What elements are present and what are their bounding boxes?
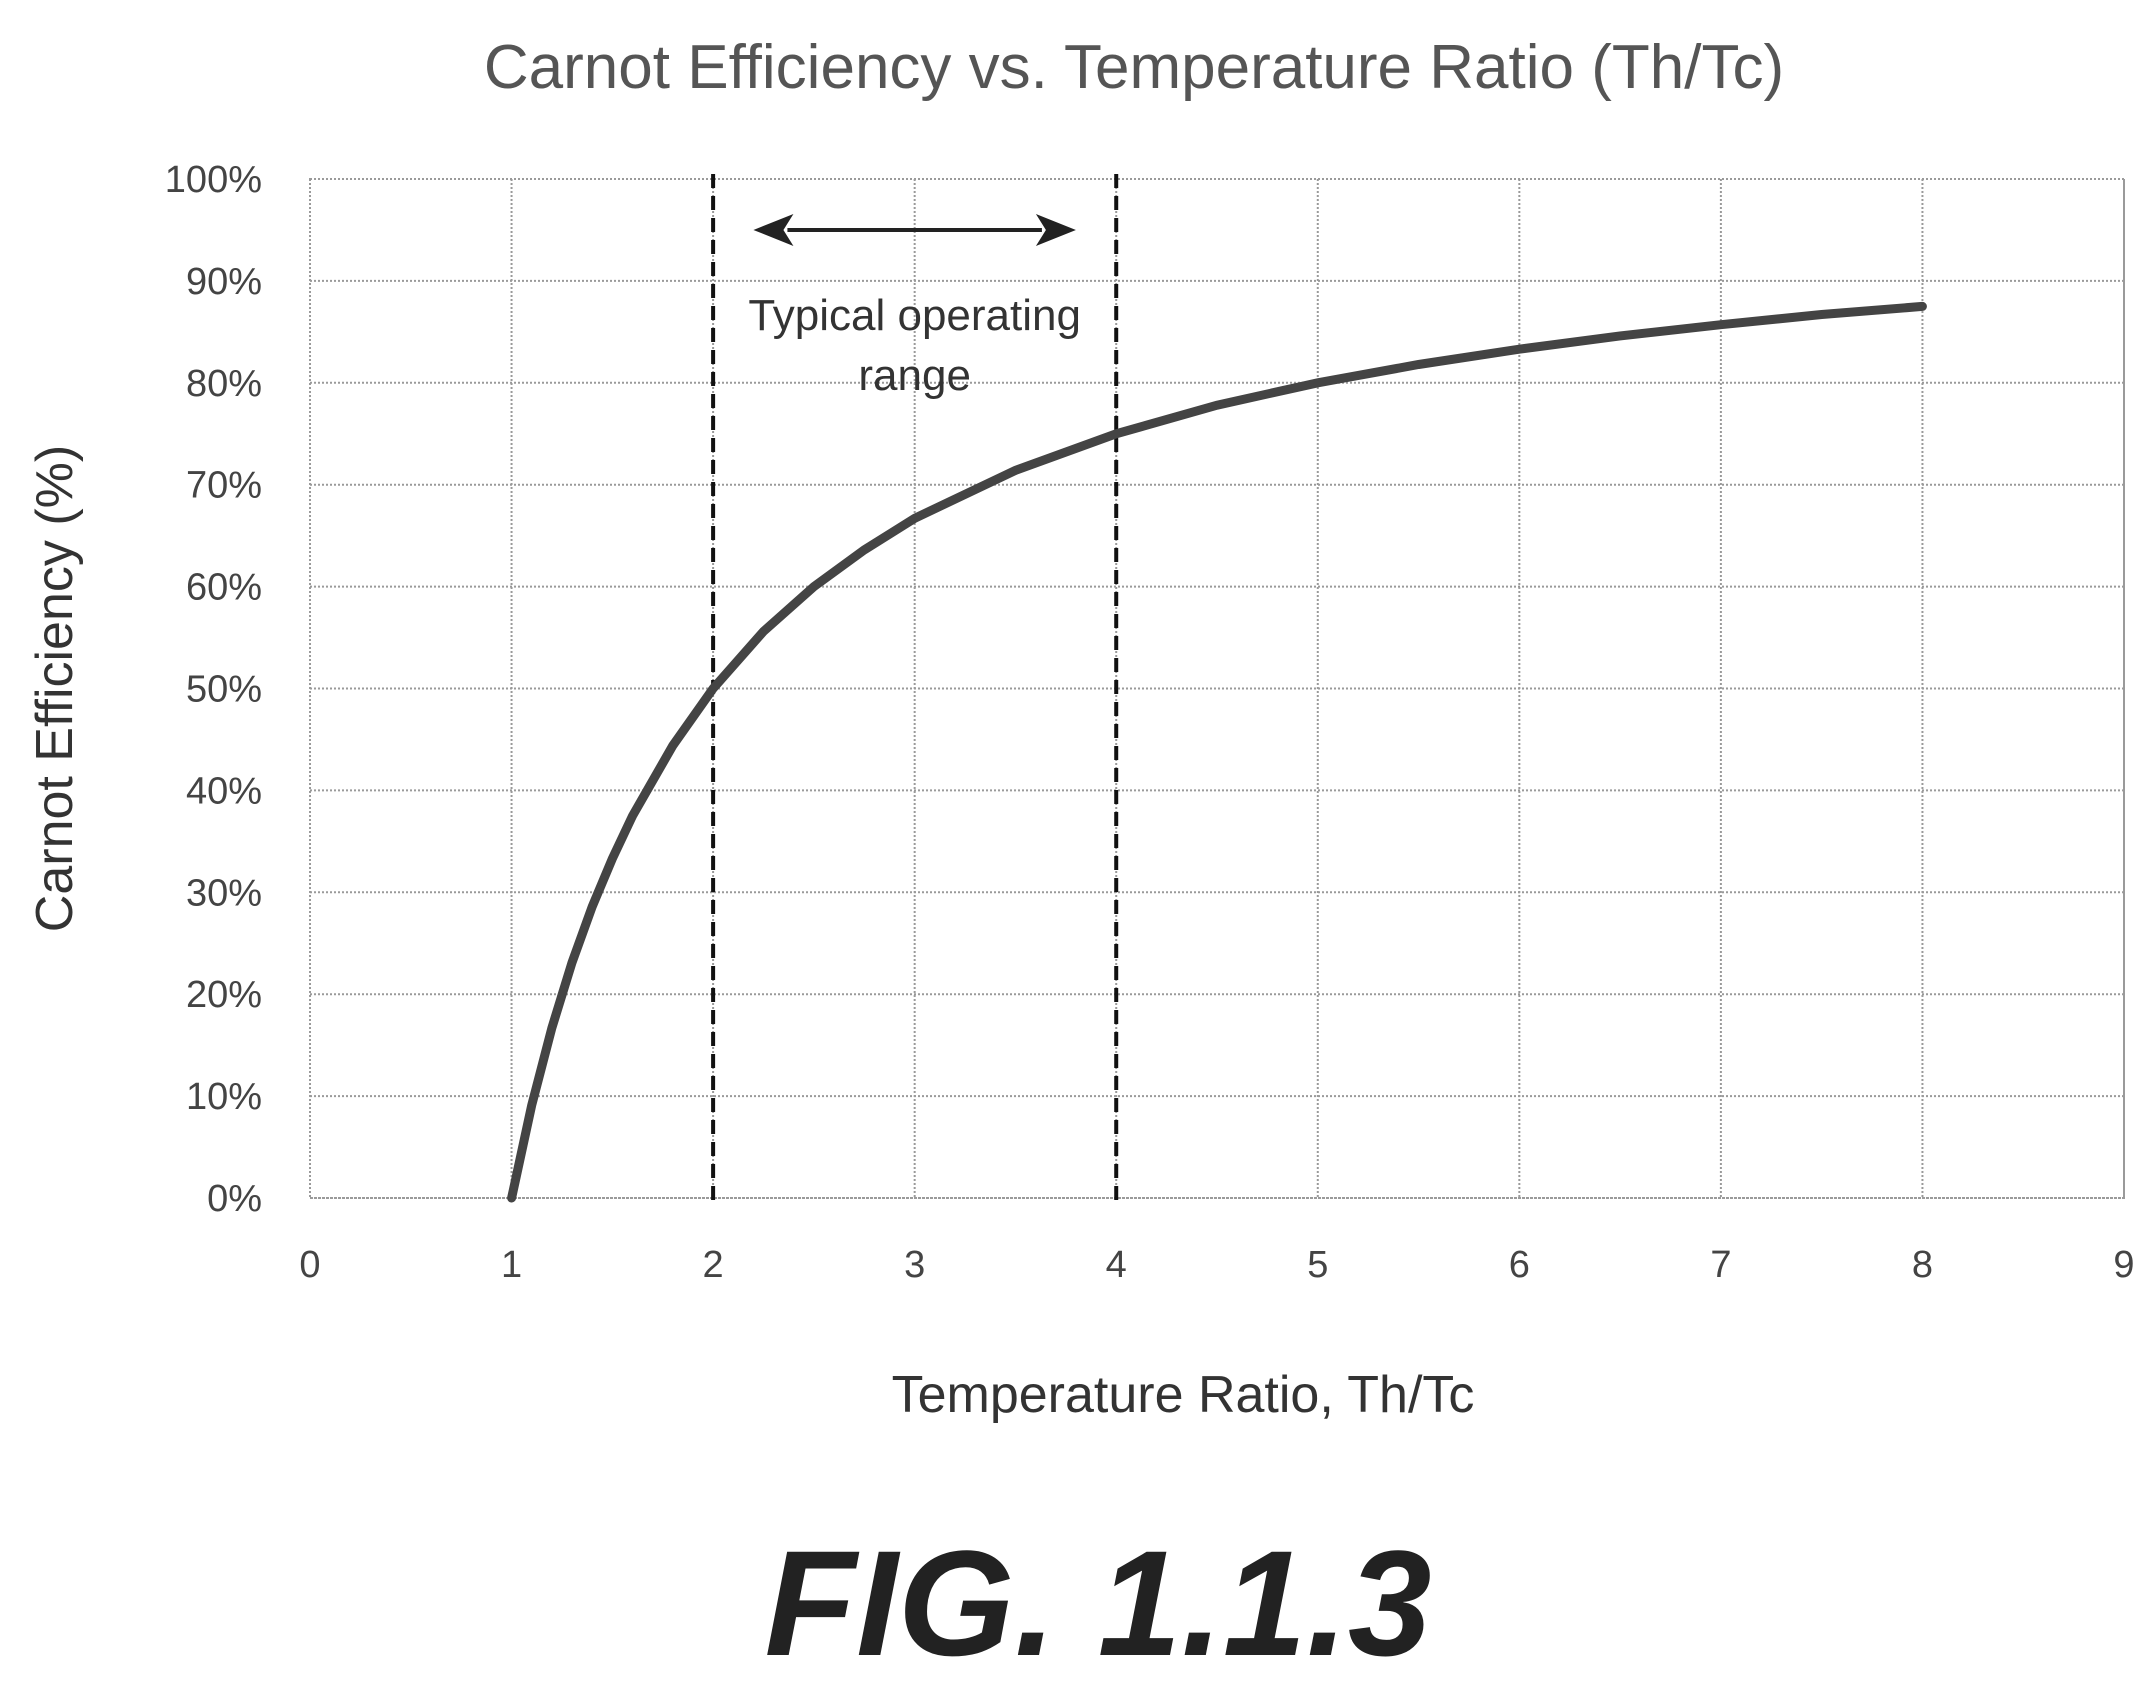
x-tick-label: 5 [1307, 1244, 1328, 1286]
x-tick-label: 9 [2113, 1244, 2134, 1286]
x-tick-label: 1 [501, 1244, 522, 1286]
y-tick-label: 70% [186, 465, 262, 507]
plot-frame [309, 178, 2125, 1199]
efficiency-curve [507, 301, 1927, 1203]
y-tick-label: 50% [186, 669, 262, 711]
chart-title: Carnot Efficiency vs. Temperature Ratio … [484, 33, 1784, 102]
x-tick-label: 0 [299, 1244, 320, 1286]
y-tick-label: 30% [186, 872, 262, 914]
y-tick-label: 100% [165, 159, 262, 201]
y-tick-label: 10% [186, 1076, 262, 1118]
plot-area: 0% 10% 20% 30% 40% 50% 60% 70% 80% 90% 100% 0 1 2 3 4 5 6… [165, 159, 2135, 1286]
annotation-label-line-1: Typical operating [748, 291, 1081, 340]
x-tick-label: 2 [703, 1244, 724, 1286]
arrow-right-head-icon [1035, 213, 1076, 246]
y-tick-label: 20% [186, 974, 262, 1016]
y-tick-label: 0% [207, 1178, 262, 1220]
figure-label: FIG. 1.1.3 [765, 1519, 1432, 1687]
y-tick-label: 40% [186, 770, 262, 812]
x-tick-label: 8 [1912, 1244, 1933, 1286]
annotation-label-line-2: range [858, 351, 971, 400]
x-tick-label: 7 [1710, 1244, 1731, 1286]
arrow-left-head-icon [753, 213, 794, 246]
y-axis-label: Carnot Efficiency (%) [26, 445, 84, 932]
x-axis-label: Temperature Ratio, Th/Tc [892, 1366, 1475, 1424]
y-tick-label: 60% [186, 567, 262, 609]
y-tick-label: 80% [186, 363, 262, 405]
y-tick-label: 90% [186, 261, 262, 303]
x-tick-label: 4 [1106, 1244, 1127, 1286]
x-tick-label: 3 [904, 1244, 925, 1286]
x-tick-label: 6 [1509, 1244, 1530, 1286]
